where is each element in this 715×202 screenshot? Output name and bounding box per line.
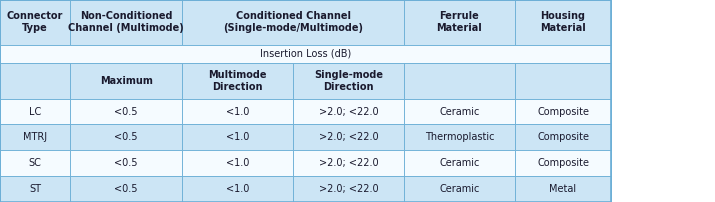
Bar <box>515 99 611 124</box>
Bar <box>70 176 182 202</box>
Bar <box>515 124 611 150</box>
Text: Non-Conditioned
Channel (Multimode): Non-Conditioned Channel (Multimode) <box>69 11 184 33</box>
Bar <box>293 176 404 202</box>
Text: Housing
Material: Housing Material <box>541 11 586 33</box>
Bar <box>404 63 515 99</box>
Bar <box>515 176 611 202</box>
Bar <box>0 0 70 45</box>
Text: <1.0: <1.0 <box>226 158 250 168</box>
Bar <box>515 0 611 45</box>
Text: <0.5: <0.5 <box>114 107 138 117</box>
Bar <box>404 150 515 176</box>
Text: SC: SC <box>29 158 41 168</box>
Bar <box>182 63 293 99</box>
Bar <box>0 124 70 150</box>
Bar <box>0 150 70 176</box>
Bar <box>182 124 293 150</box>
Bar <box>0 99 70 124</box>
Bar <box>70 99 182 124</box>
Text: <1.0: <1.0 <box>226 107 250 117</box>
Text: Metal: Metal <box>550 184 576 194</box>
Bar <box>182 150 293 176</box>
Bar <box>404 0 515 45</box>
Text: Composite: Composite <box>537 107 589 117</box>
Text: Thermoplastic: Thermoplastic <box>425 133 494 142</box>
Bar <box>0 176 70 202</box>
Text: Single-mode
Direction: Single-mode Direction <box>314 70 383 92</box>
Text: Composite: Composite <box>537 158 589 168</box>
Text: >2.0; <22.0: >2.0; <22.0 <box>319 107 378 117</box>
Text: Composite: Composite <box>537 133 589 142</box>
Text: <0.5: <0.5 <box>114 184 138 194</box>
Text: Insertion Loss (dB): Insertion Loss (dB) <box>260 49 351 59</box>
Text: MTRJ: MTRJ <box>23 133 47 142</box>
Text: ST: ST <box>29 184 41 194</box>
Text: Ceramic: Ceramic <box>439 107 480 117</box>
Bar <box>0 0 611 202</box>
Text: Multimode
Direction: Multimode Direction <box>209 70 267 92</box>
Bar <box>404 176 515 202</box>
Text: >2.0; <22.0: >2.0; <22.0 <box>319 158 378 168</box>
Bar <box>293 99 404 124</box>
Text: Conditioned Channel
(Single-mode/Multimode): Conditioned Channel (Single-mode/Multimo… <box>223 11 363 33</box>
Bar <box>70 0 182 45</box>
Bar <box>70 63 182 99</box>
Text: Ceramic: Ceramic <box>439 184 480 194</box>
Bar <box>404 99 515 124</box>
Bar <box>293 63 404 99</box>
Text: >2.0; <22.0: >2.0; <22.0 <box>319 133 378 142</box>
Text: Connector
Type: Connector Type <box>7 11 63 33</box>
Bar <box>293 150 404 176</box>
Bar <box>515 150 611 176</box>
Text: <1.0: <1.0 <box>226 184 250 194</box>
Bar <box>182 99 293 124</box>
Bar <box>404 124 515 150</box>
Bar <box>0 45 611 63</box>
Bar <box>515 63 611 99</box>
Text: <0.5: <0.5 <box>114 133 138 142</box>
Text: <0.5: <0.5 <box>114 158 138 168</box>
Text: >2.0; <22.0: >2.0; <22.0 <box>319 184 378 194</box>
Bar <box>293 124 404 150</box>
Text: <1.0: <1.0 <box>226 133 250 142</box>
Bar <box>70 150 182 176</box>
Bar <box>182 176 293 202</box>
Text: Ceramic: Ceramic <box>439 158 480 168</box>
Bar <box>182 0 404 45</box>
Bar <box>0 63 70 99</box>
Text: Maximum: Maximum <box>100 76 152 86</box>
Text: Ferrule
Material: Ferrule Material <box>437 11 482 33</box>
Text: LC: LC <box>29 107 41 117</box>
Bar <box>70 124 182 150</box>
